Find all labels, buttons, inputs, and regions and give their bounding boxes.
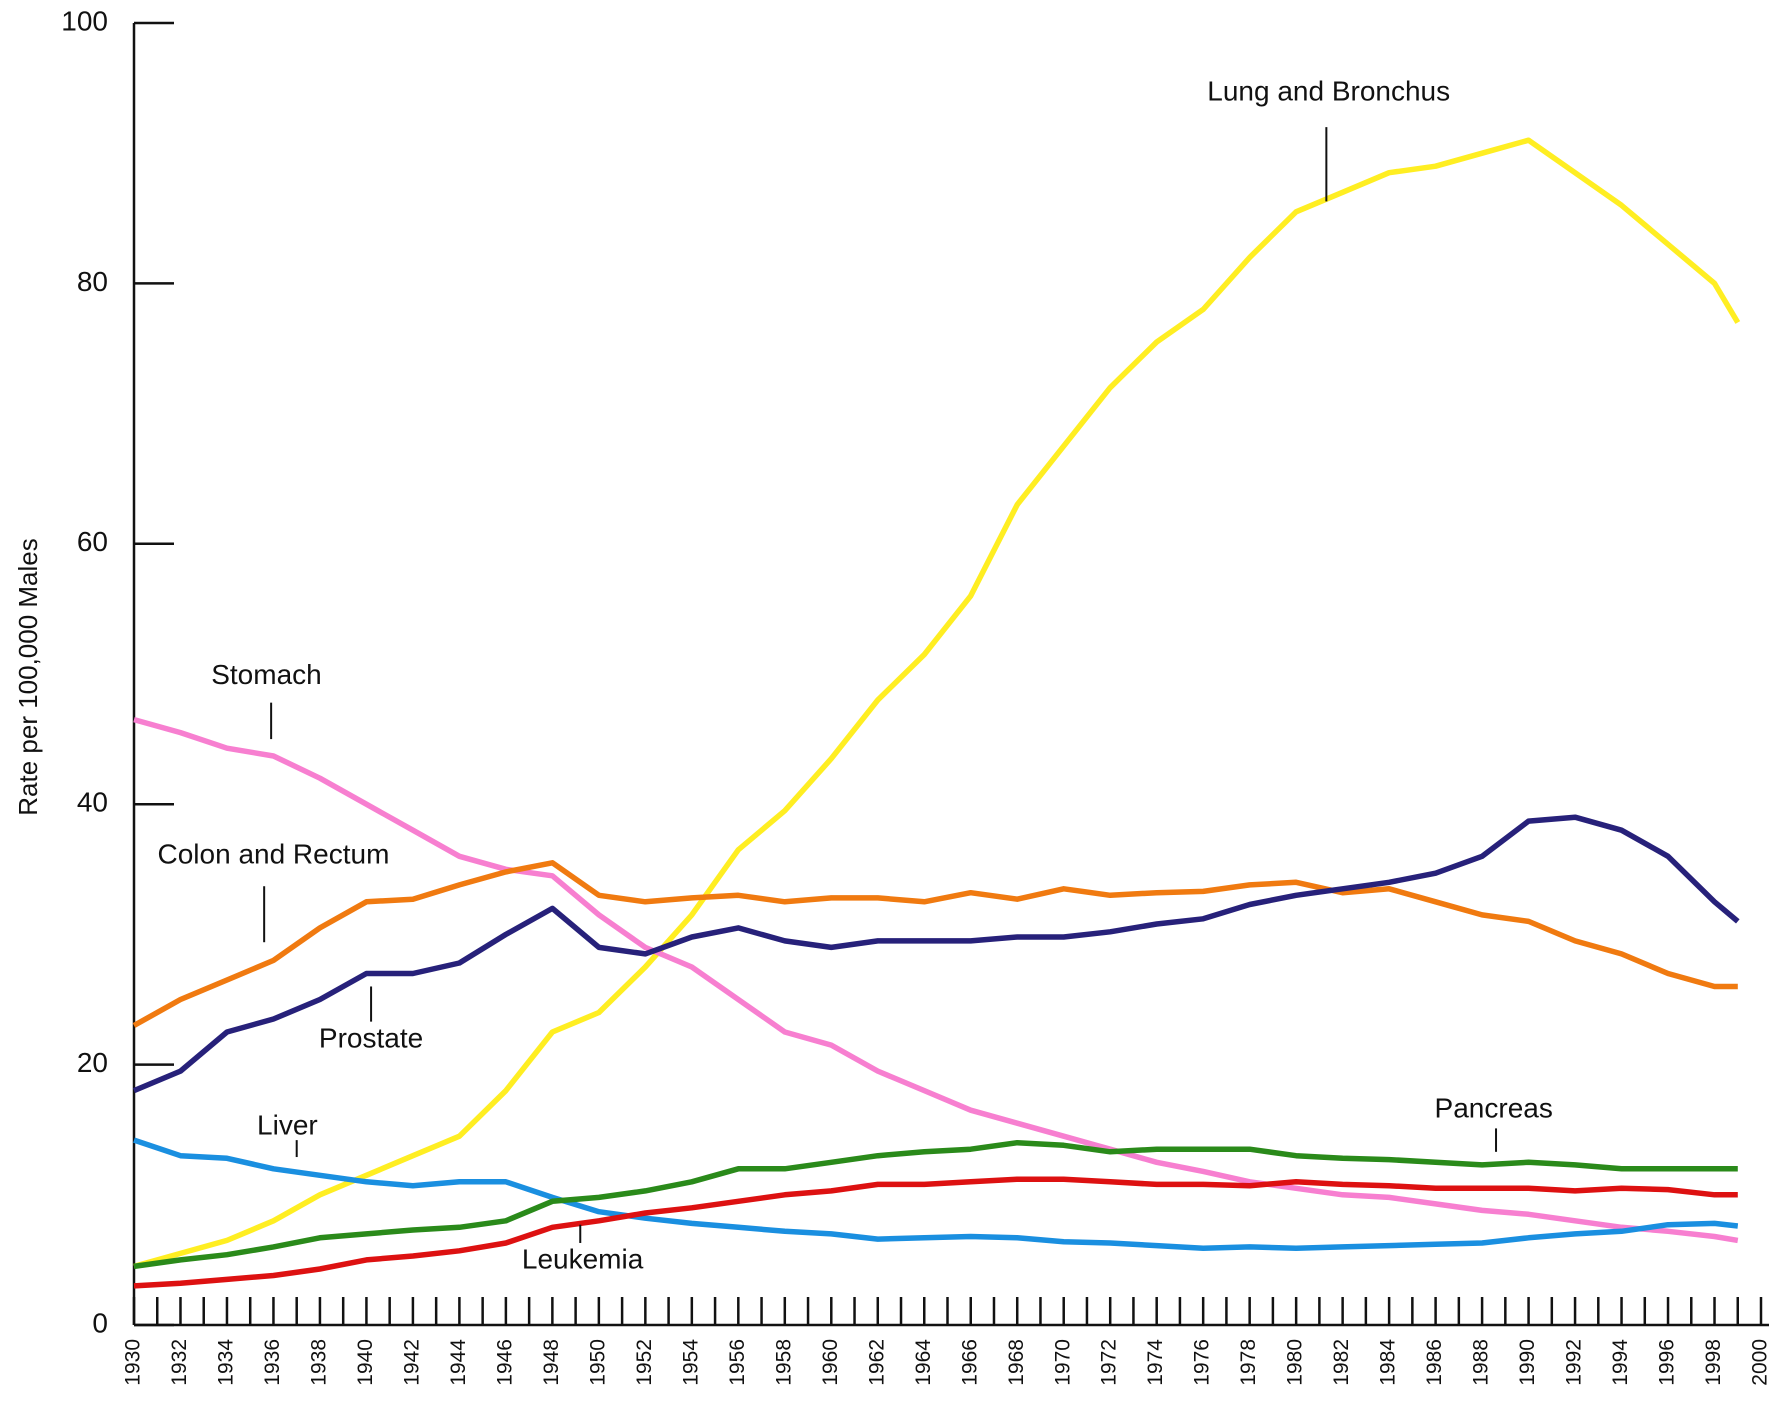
x-tick-label: 1962 bbox=[865, 1339, 888, 1386]
x-tick-label: 1978 bbox=[1237, 1339, 1260, 1386]
series-line bbox=[133, 1137, 1739, 1251]
x-tick-label: 1964 bbox=[912, 1339, 935, 1386]
x-tick-label: 2000 bbox=[1749, 1339, 1772, 1386]
x-tick-label: 1992 bbox=[1563, 1339, 1586, 1386]
x-tick-label: 1936 bbox=[261, 1339, 284, 1386]
x-tick-label: 1968 bbox=[1005, 1339, 1028, 1386]
x-tick-label: 1984 bbox=[1377, 1339, 1400, 1386]
series-label: Pancreas bbox=[1435, 1093, 1553, 1124]
series-line bbox=[133, 137, 1741, 1270]
x-tick-label: 1958 bbox=[772, 1339, 795, 1386]
x-tick-label: 1946 bbox=[493, 1339, 516, 1386]
x-tick-label: 1998 bbox=[1702, 1339, 1725, 1386]
x-tick-label: 1950 bbox=[586, 1339, 609, 1386]
y-tick-label: 0 bbox=[92, 1307, 108, 1338]
x-tick-label: 1996 bbox=[1656, 1339, 1679, 1386]
series-line bbox=[133, 1139, 1738, 1270]
series-line bbox=[132, 814, 1740, 1094]
x-tick-label: 1944 bbox=[447, 1339, 470, 1386]
y-tick-label: 100 bbox=[61, 5, 108, 36]
y-axis-label: Rate per 100,000 Males bbox=[13, 538, 43, 816]
x-tick-label: 1982 bbox=[1330, 1339, 1353, 1386]
x-tick-label: 1942 bbox=[400, 1339, 423, 1386]
series-line bbox=[133, 1176, 1738, 1289]
x-tick-label: 1974 bbox=[1144, 1339, 1167, 1386]
x-tick-label: 1930 bbox=[122, 1339, 145, 1386]
y-tick-label: 40 bbox=[77, 787, 108, 818]
series-label: Lung and Bronchus bbox=[1207, 76, 1450, 107]
x-tick-label: 1970 bbox=[1051, 1339, 1074, 1386]
y-tick-label: 80 bbox=[77, 266, 108, 297]
x-tick-label: 1952 bbox=[633, 1339, 656, 1386]
y-tick-label: 20 bbox=[77, 1047, 108, 1078]
x-tick-label: 1948 bbox=[540, 1339, 563, 1386]
series-label: Liver bbox=[257, 1109, 318, 1140]
series-label: Leukemia bbox=[522, 1244, 644, 1275]
series-label: Stomach bbox=[211, 659, 322, 690]
x-tick-label: 1986 bbox=[1423, 1339, 1446, 1386]
x-tick-label: 1972 bbox=[1098, 1339, 1121, 1386]
x-tick-label: 1988 bbox=[1470, 1339, 1493, 1386]
x-tick-label: 1980 bbox=[1284, 1339, 1307, 1386]
series-label: Prostate bbox=[319, 1022, 423, 1053]
x-tick-label: 1990 bbox=[1516, 1339, 1539, 1386]
x-tick-label: 1960 bbox=[819, 1339, 842, 1386]
y-tick-label: 60 bbox=[77, 526, 108, 557]
x-tick-label: 1934 bbox=[215, 1339, 238, 1386]
series-label: Colon and Rectum bbox=[158, 839, 390, 870]
x-tick-label: 1938 bbox=[307, 1339, 330, 1386]
x-tick-label: 1932 bbox=[168, 1339, 191, 1386]
x-tick-label: 1956 bbox=[726, 1339, 749, 1386]
x-tick-label: 1976 bbox=[1191, 1339, 1214, 1386]
x-tick-label: 1940 bbox=[354, 1339, 377, 1386]
x-tick-label: 1966 bbox=[958, 1339, 981, 1386]
x-tick-label: 1994 bbox=[1609, 1339, 1632, 1386]
series-line bbox=[133, 716, 1739, 1244]
series-line bbox=[132, 860, 1738, 1028]
x-tick-label: 1954 bbox=[679, 1339, 702, 1386]
